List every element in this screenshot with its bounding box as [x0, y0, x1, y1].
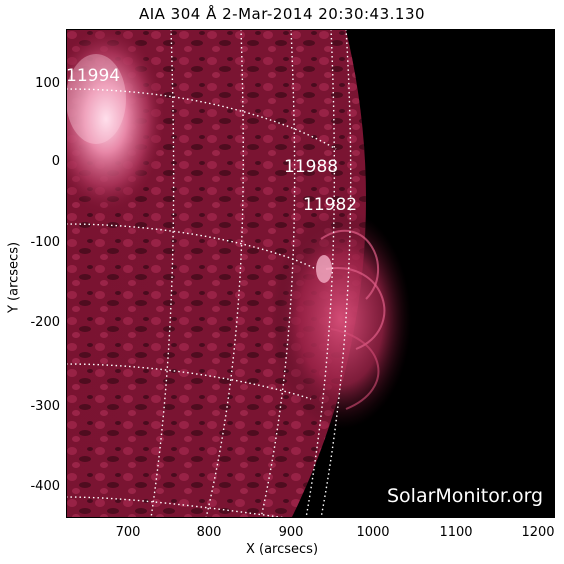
- image-title: AIA 304 Å 2-Mar-2014 20:30:43.130: [138, 5, 426, 23]
- y-tick-label: 100: [35, 76, 60, 91]
- active-region-label: 11994: [66, 66, 121, 86]
- x-tick-label: 1100: [439, 525, 473, 540]
- x-tick-label: 1000: [356, 525, 390, 540]
- credit-watermark: SolarMonitor.org: [387, 485, 544, 507]
- y-tick-label: -300: [30, 399, 60, 414]
- x-tick-label: 1200: [521, 525, 555, 540]
- active-region-label: 11982: [303, 195, 358, 215]
- y-tick-label: -400: [30, 479, 60, 494]
- active-region-label: 11988: [284, 157, 339, 177]
- solar-image: [66, 29, 555, 518]
- y-tick-label: -100: [30, 235, 60, 250]
- x-tick-label: 900: [278, 525, 304, 540]
- x-tick-label: 700: [115, 525, 141, 540]
- plot-frame: [66, 29, 555, 518]
- y-tick-label: -200: [30, 315, 60, 330]
- x-axis-title: X (arcsecs): [245, 542, 319, 557]
- active-region-11994-glow: [66, 29, 166, 214]
- heliographic-grid: [66, 29, 352, 518]
- limb-loops-11982: [271, 209, 411, 429]
- x-tick-label: 800: [196, 525, 222, 540]
- y-axis-title: Y (arcsecs): [6, 241, 22, 314]
- y-tick-label: 0: [51, 154, 60, 169]
